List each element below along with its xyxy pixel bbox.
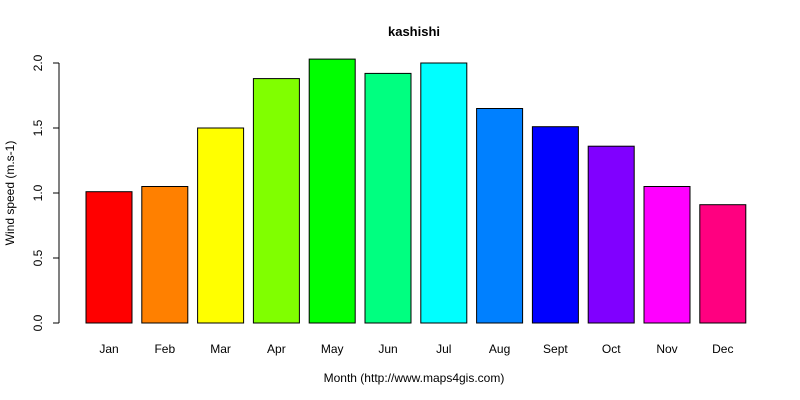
bar-dec	[699, 204, 747, 324]
y-tick-label: 2.0	[31, 54, 45, 71]
y-tick-label: 1.5	[31, 119, 45, 136]
x-tick-label: Aug	[489, 342, 510, 356]
bar-jul	[420, 62, 468, 324]
bars-group	[85, 58, 747, 324]
x-tick-label: May	[321, 342, 344, 356]
x-tick-label: Mar	[210, 342, 231, 356]
bar-nov	[643, 186, 691, 324]
x-tick-label: Jul	[436, 342, 451, 356]
bar-sept	[531, 126, 579, 324]
x-tick-label: Apr	[267, 342, 286, 356]
bar-feb	[141, 186, 189, 324]
y-tick-label: 0.0	[31, 314, 45, 331]
x-tick-label: Nov	[656, 342, 677, 356]
y-tick-label: 0.5	[31, 249, 45, 266]
x-tick-label: Feb	[154, 342, 175, 356]
y-tick-label: 1.0	[31, 184, 45, 201]
bar-may	[308, 58, 356, 324]
bar-apr	[252, 78, 300, 324]
bar-aug	[476, 108, 524, 324]
x-tick-label: Dec	[712, 342, 733, 356]
x-tick-label: Jun	[378, 342, 397, 356]
bar-jun	[364, 72, 412, 324]
x-tick-label: Sept	[543, 342, 568, 356]
chart-title: kashishi	[388, 24, 440, 39]
bar-jan	[85, 191, 133, 324]
x-tick-labels: Jan Feb Mar Apr May Jun Jul Aug Sept Oct Nov Dec	[99, 342, 733, 356]
y-axis-label: Wind speed (m.s-1)	[3, 141, 17, 246]
x-axis-label: Month (http://www.maps4gis.com)	[324, 371, 505, 385]
x-tick-label: Jan	[99, 342, 118, 356]
y-axis: 0.0 0.5 1.0 1.5 2.0	[31, 54, 60, 331]
bar-mar	[197, 127, 245, 324]
bar-oct	[587, 145, 635, 324]
x-tick-label: Oct	[602, 342, 621, 356]
